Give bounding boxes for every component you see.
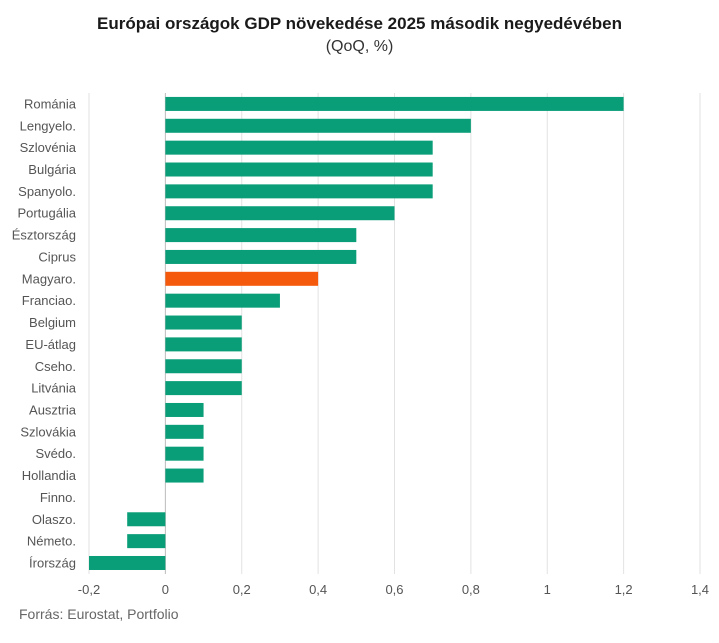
- category-label: Hollandia: [22, 468, 77, 483]
- x-axis-ticks: -0,2 0 0,2 0,4 0,6 0,8 1 1,2 1,4: [78, 582, 709, 597]
- category-label: Franciao.: [22, 293, 76, 308]
- bar-12: [165, 337, 242, 352]
- bar-14: [165, 381, 242, 396]
- bar-7: [165, 228, 357, 243]
- bar-10: [165, 293, 280, 308]
- category-label: Szlovénia: [20, 140, 77, 155]
- category-label: Észtország: [12, 228, 76, 243]
- bar-5: [165, 184, 433, 199]
- bar-2: [165, 118, 471, 133]
- bar-15: [165, 402, 204, 417]
- bar-11: [165, 315, 242, 330]
- category-label: Litvánia: [31, 381, 77, 396]
- source-note: Forrás: Eurostat, Portfolio: [19, 606, 179, 622]
- category-label: Belgium: [29, 315, 76, 330]
- category-label: Ciprus: [38, 249, 76, 264]
- x-tick-label: 0,6: [385, 582, 403, 597]
- bar-21: [127, 534, 166, 549]
- chart-title: Európai országok GDP növekedése 2025 más…: [96, 14, 623, 33]
- bar-16: [165, 424, 204, 439]
- category-label: EU-átlag: [25, 337, 76, 352]
- bar-18: [165, 468, 204, 483]
- category-label: Svédo.: [36, 446, 76, 461]
- category-label: Spanyolo.: [18, 184, 76, 199]
- category-label: Románia: [24, 96, 77, 111]
- category-label: Magyaro.: [22, 271, 76, 286]
- x-tick-label: 1,4: [691, 582, 709, 597]
- bar-13: [165, 359, 242, 374]
- category-label: Bulgária: [28, 162, 76, 177]
- category-label: Olaszo.: [32, 512, 76, 527]
- category-label: Portugália: [17, 206, 76, 221]
- category-label: Lengyelo.: [20, 118, 76, 133]
- bar-9: [165, 271, 319, 286]
- bar-4: [165, 162, 433, 177]
- bar-1: [165, 96, 624, 111]
- bar-17: [165, 446, 204, 461]
- bar-8: [165, 249, 357, 264]
- category-label: Németo.: [27, 534, 76, 549]
- category-label: Finno.: [40, 490, 76, 505]
- bars: [89, 96, 624, 570]
- x-tick-label: 0,4: [309, 582, 327, 597]
- x-tick-label: 1: [544, 582, 551, 597]
- category-label: Szlovákia: [20, 424, 76, 439]
- x-tick-label: 0: [162, 582, 169, 597]
- bar-20: [127, 512, 166, 527]
- bar-6: [165, 206, 395, 221]
- x-tick-label: 0,2: [233, 582, 251, 597]
- category-label: Cseho.: [35, 359, 76, 374]
- category-labels: Románia Lengyelo. Szlovénia Bulgária Spanyol…: [12, 96, 77, 570]
- category-label: Ausztria: [29, 402, 77, 417]
- x-tick-label: -0,2: [78, 582, 100, 597]
- bar-3: [165, 140, 433, 155]
- bar-22: [89, 555, 166, 570]
- category-label: Írország: [29, 555, 76, 570]
- x-tick-label: 0,8: [462, 582, 480, 597]
- chart-subtitle: (QoQ, %): [325, 38, 394, 55]
- x-tick-label: 1,2: [615, 582, 633, 597]
